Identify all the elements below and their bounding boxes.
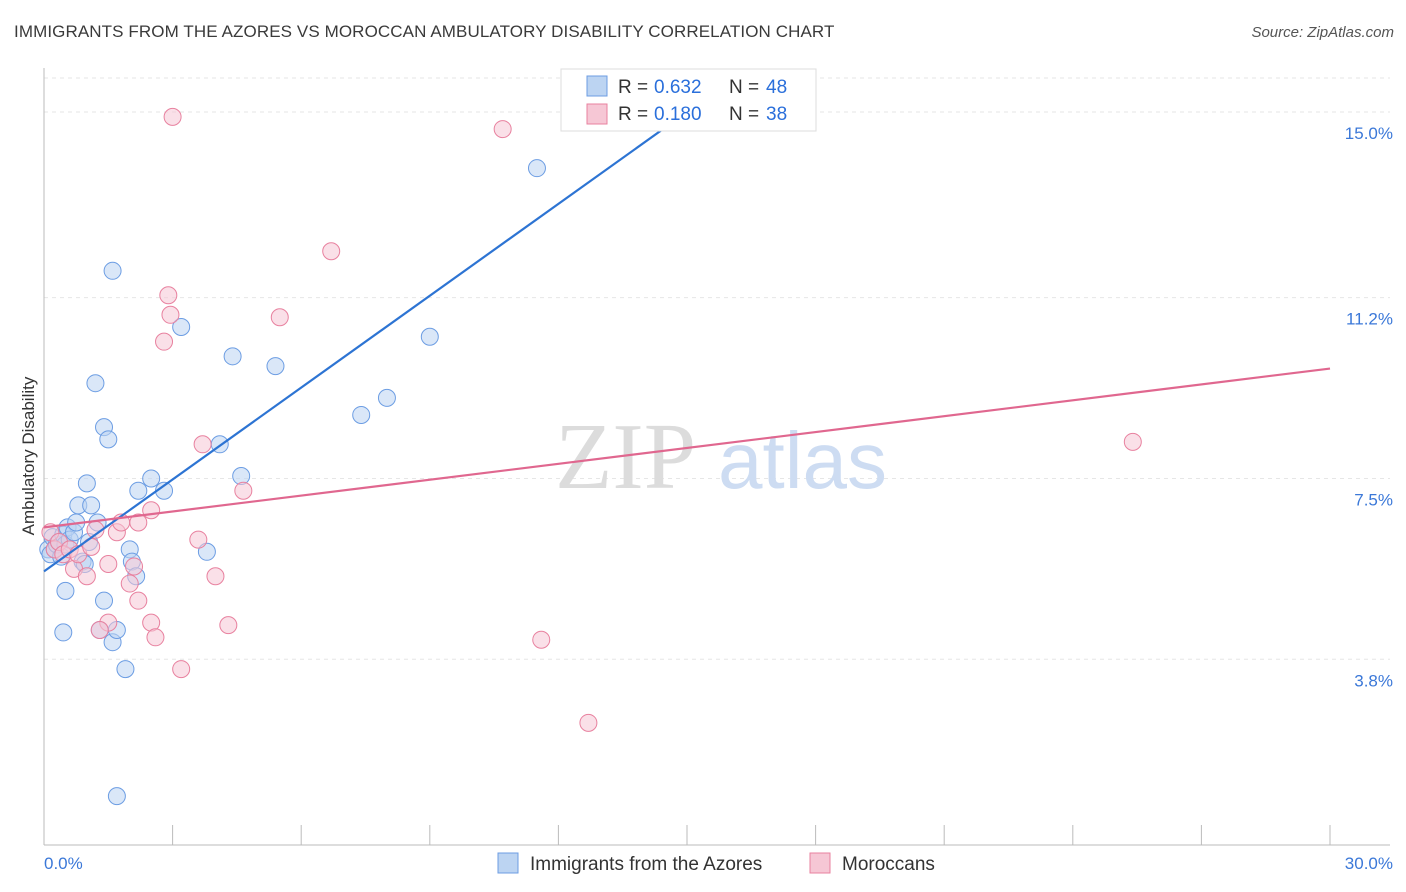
point-series0-37 — [377, 388, 396, 407]
point-series1-19 — [161, 305, 180, 324]
point-series0-35 — [266, 357, 285, 376]
x-axis-ticks — [43, 825, 1331, 845]
axes — [43, 68, 1390, 846]
bottom-legend-swatch-azores — [497, 852, 519, 874]
point-series1-12 — [129, 513, 148, 532]
legend-r-value-azores: 0.632 — [654, 77, 702, 98]
point-series0-27 — [129, 481, 148, 500]
watermark: ZIP atlas — [555, 405, 887, 509]
point-series1-18 — [159, 286, 178, 305]
point-series1-17 — [155, 332, 174, 351]
point-series1-25 — [234, 481, 253, 500]
y-axis-label: Ambulatory Disability — [19, 376, 38, 535]
legend-r-label-azores: R = — [618, 77, 648, 98]
trend-line-series1 — [43, 367, 1331, 529]
point-series1-27 — [322, 242, 341, 261]
point-series0-42 — [95, 591, 114, 610]
source-label: Source: ZipAtlas.com — [1251, 24, 1394, 41]
point-series0-33 — [223, 347, 242, 366]
y-tick-label-0: 3.8% — [1354, 671, 1393, 690]
series-1 — [41, 107, 1142, 732]
y-tick-label-1: 7.5% — [1354, 490, 1393, 509]
point-series0-38 — [420, 327, 439, 346]
point-series1-9 — [99, 555, 118, 574]
legend-n-value-moroccans: 38 — [766, 104, 787, 125]
point-series0-28 — [142, 469, 161, 488]
point-series1-32 — [163, 107, 182, 126]
point-series0-23 — [103, 261, 122, 280]
point-series1-21 — [189, 530, 208, 549]
y-tick-labels: 3.8% 7.5% 11.2% 15.0% — [1345, 124, 1393, 690]
point-series1-13 — [125, 557, 144, 576]
legend-n-value-azores: 48 — [766, 77, 787, 98]
point-series1-22 — [193, 435, 212, 454]
point-series1-7 — [77, 567, 96, 586]
point-series1-24 — [219, 616, 238, 635]
bottom-legend: Immigrants from the Azores Moroccans — [497, 852, 935, 875]
point-series1-36 — [146, 628, 165, 647]
watermark-atlas: atlas — [718, 416, 887, 505]
point-series1-34 — [90, 620, 109, 639]
point-series1-15 — [142, 501, 161, 520]
point-series0-41 — [54, 623, 73, 642]
point-series0-43 — [116, 660, 135, 679]
legend-n-label-azores: N = — [729, 77, 759, 98]
x-tick-label-left: 0.0% — [44, 854, 83, 873]
legend: R = 0.632 N = 48 R = 0.180 N = 38 — [560, 68, 817, 132]
legend-swatch-moroccans — [586, 103, 608, 125]
y-tick-label-3: 15.0% — [1345, 124, 1393, 143]
point-series1-23 — [206, 567, 225, 586]
y-tick-label-2: 11.2% — [1346, 310, 1393, 329]
point-series0-16 — [77, 474, 96, 493]
bottom-legend-swatch-moroccans — [809, 852, 831, 874]
point-series0-18 — [82, 496, 101, 515]
point-series0-31 — [197, 542, 216, 561]
legend-r-value-moroccans: 0.180 — [654, 104, 702, 125]
grid-lines — [44, 77, 1390, 660]
point-series0-36 — [352, 405, 371, 424]
point-series0-19 — [86, 374, 105, 393]
point-series0-39 — [527, 159, 546, 178]
point-series0-47 — [107, 787, 126, 806]
chart-title: IMMIGRANTS FROM THE AZORES VS MOROCCAN A… — [14, 22, 835, 41]
series-layer — [39, 107, 1331, 806]
watermark-zip: ZIP — [555, 405, 696, 509]
legend-n-label-moroccans: N = — [729, 104, 759, 125]
point-series0-30 — [172, 318, 191, 336]
point-series1-35 — [120, 574, 139, 593]
point-series1-14 — [129, 591, 148, 610]
point-series1-26 — [270, 308, 289, 327]
point-series1-30 — [579, 713, 598, 732]
point-series1-28 — [493, 120, 512, 139]
point-series0-40 — [56, 581, 75, 600]
point-series1-31 — [1123, 432, 1142, 451]
legend-r-label-moroccans: R = — [618, 104, 648, 125]
x-tick-label-right: 30.0% — [1345, 854, 1393, 873]
series-0 — [39, 159, 546, 806]
legend-swatch-azores — [586, 75, 608, 97]
bottom-legend-label-moroccans: Moroccans — [842, 854, 935, 875]
point-series0-22 — [99, 430, 118, 449]
bottom-legend-label-azores: Immigrants from the Azores — [530, 854, 762, 875]
point-series1-29 — [532, 630, 551, 649]
point-series1-20 — [172, 660, 191, 679]
trend-line-series0 — [43, 111, 688, 573]
